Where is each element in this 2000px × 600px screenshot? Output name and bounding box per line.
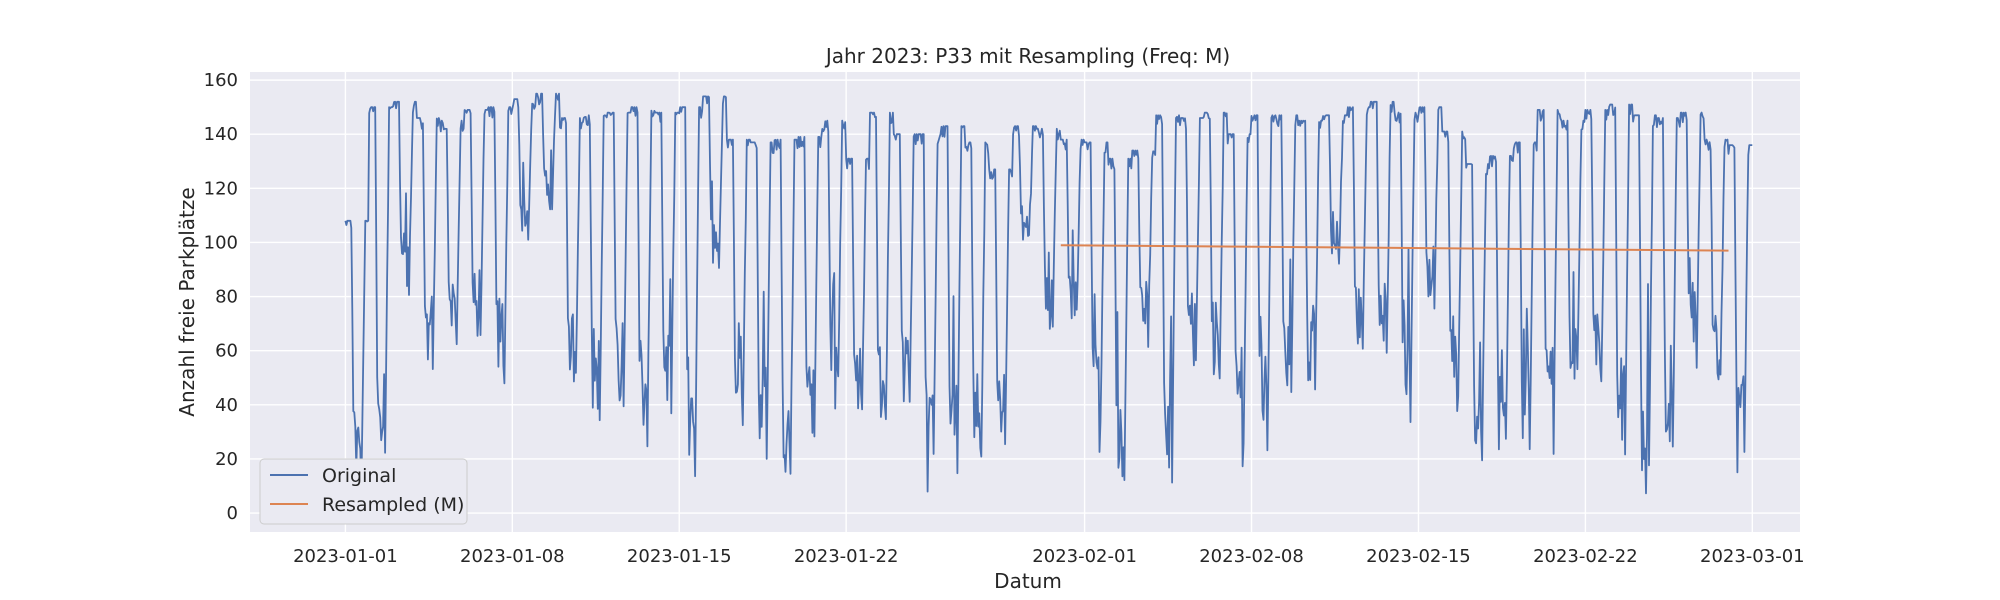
legend-label-resampled: Resampled (M) xyxy=(322,494,464,516)
y-tick-label: 40 xyxy=(215,395,238,416)
series-original xyxy=(344,92,1753,495)
y-tick-label: 120 xyxy=(204,178,238,199)
chart-title: Jahr 2023: P33 mit Resampling (Freq: M) xyxy=(824,44,1230,68)
legend: Original Resampled (M) xyxy=(259,458,468,525)
y-axis-title: Anzahl freie Parkplätze xyxy=(175,187,199,416)
y-tick-label: 160 xyxy=(204,70,238,91)
legend-box xyxy=(259,458,468,525)
x-tick-label: 2023-01-01 xyxy=(293,546,398,567)
y-tick-label: 0 xyxy=(227,503,238,524)
y-tick-label: 80 xyxy=(215,287,238,308)
x-tick-label: 2023-01-22 xyxy=(794,546,899,567)
y-tick-label: 60 xyxy=(215,341,238,362)
y-tick-label: 20 xyxy=(215,449,238,470)
x-tick-label: 2023-01-15 xyxy=(627,546,732,567)
x-tick-label: 2023-03-01 xyxy=(1700,546,1805,567)
x-axis-ticks: 2023-01-01 2023-01-08 2023-01-15 2023-01-22… xyxy=(293,546,1805,567)
series-original-line xyxy=(344,92,1753,495)
x-tick-label: 2023-02-22 xyxy=(1533,546,1638,567)
x-axis-title: Datum xyxy=(994,569,1062,593)
x-tick-label: 2023-01-08 xyxy=(460,546,565,567)
x-tick-label: 2023-02-15 xyxy=(1366,546,1471,567)
y-tick-label: 100 xyxy=(204,232,238,253)
x-tick-label: 2023-02-08 xyxy=(1199,546,1304,567)
series-resampled xyxy=(1060,244,1729,252)
series-resampled-line xyxy=(1060,244,1729,252)
y-axis-ticks: 0 20 40 60 80 100 120 140 160 xyxy=(204,70,238,524)
y-tick-label: 140 xyxy=(204,124,238,145)
legend-label-original: Original xyxy=(322,465,396,487)
x-tick-label: 2023-02-01 xyxy=(1032,546,1137,567)
